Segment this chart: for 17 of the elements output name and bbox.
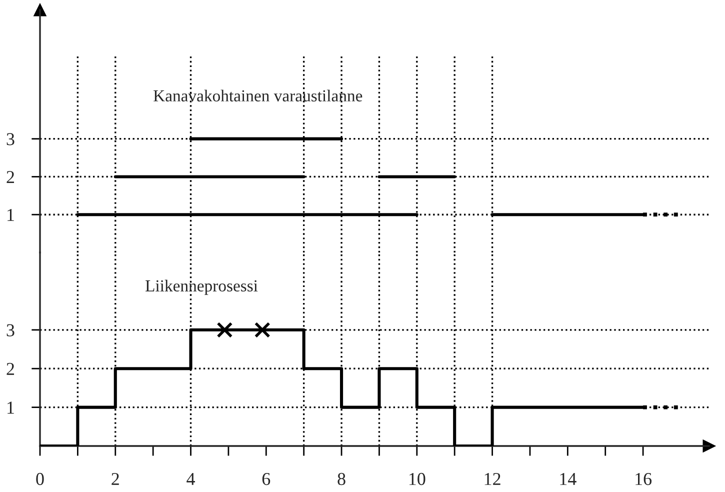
x-tick-label: 8	[338, 472, 346, 486]
x-tick-label: 6	[262, 472, 270, 486]
y-tick-label: 3	[6, 324, 14, 336]
x-tick-label: 4	[186, 473, 195, 485]
x-tick-label: 0	[36, 472, 44, 486]
x-tick-label: 12	[484, 472, 500, 485]
x-tick-label: 10	[409, 472, 426, 486]
y-tick-label: 3	[6, 133, 14, 146]
x-tick-label: 14	[560, 473, 576, 485]
x-tick-label: 2	[112, 472, 119, 485]
y-tick-label: 2	[6, 171, 14, 183]
annotation: Liikenneprosessi	[146, 280, 258, 295]
x-tick-label: 16	[636, 472, 652, 486]
annotation: Kanavakohtainen varaustilanne	[154, 90, 362, 102]
y-tick-label: 2	[6, 362, 14, 375]
y-tick-label: 1	[8, 208, 14, 221]
y-tick-label: 1	[8, 402, 14, 414]
